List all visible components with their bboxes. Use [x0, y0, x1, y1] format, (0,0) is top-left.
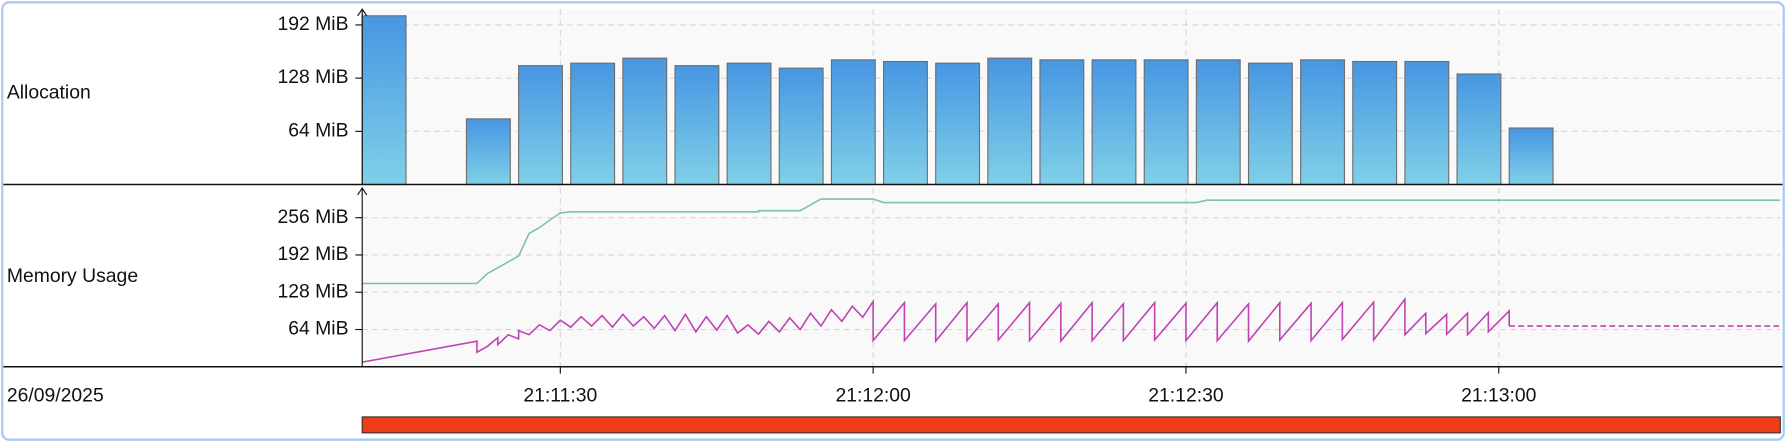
bar	[1508, 127, 1554, 186]
bar	[987, 57, 1033, 186]
x-tick-label: 21:13:00	[1461, 385, 1537, 407]
y-tick-label: 64 MiB	[288, 119, 348, 141]
y-tick-label: 128 MiB	[278, 280, 349, 302]
bar	[1300, 59, 1346, 186]
bar	[1039, 59, 1085, 186]
bar	[622, 57, 668, 186]
series-line	[362, 296, 1511, 363]
y-tick-label: 64 MiB	[288, 318, 348, 340]
bar	[1143, 59, 1189, 186]
bar	[570, 62, 616, 186]
panel-label: Allocation	[7, 82, 91, 104]
y-tick-label: 128 MiB	[278, 66, 349, 88]
bar	[726, 62, 772, 186]
x-tick-label: 21:12:00	[835, 385, 911, 407]
bar	[1195, 59, 1241, 186]
bar	[1404, 60, 1450, 186]
y-tick-label: 256 MiB	[278, 206, 349, 228]
y-tick-label: 192 MiB	[278, 13, 349, 35]
range-selector[interactable]	[361, 416, 1781, 434]
bar	[830, 59, 876, 186]
bar	[1091, 59, 1137, 186]
charts: 64 MiB 128 MiB 192 MiB 64 MiB 128 MiB 192 MiB…	[278, 9, 1781, 407]
bar	[1352, 60, 1398, 186]
plot-bg	[362, 186, 1781, 367]
bar	[465, 118, 511, 186]
bar	[935, 62, 981, 186]
bar	[1456, 73, 1502, 186]
x-tick-label: 21:11:30	[523, 385, 597, 407]
series-line	[362, 198, 1781, 285]
y-tick-label: 192 MiB	[278, 243, 349, 265]
x-tick-label: 21:12:30	[1148, 385, 1224, 407]
panel-label: Memory Usage	[7, 265, 138, 287]
bar	[361, 15, 407, 186]
bar	[518, 65, 563, 186]
bar	[1247, 62, 1293, 186]
bar	[882, 60, 928, 186]
date-label: 26/09/2025	[7, 385, 104, 407]
bar	[778, 67, 824, 186]
bar	[674, 65, 720, 186]
axis-arrow	[357, 8, 368, 196]
